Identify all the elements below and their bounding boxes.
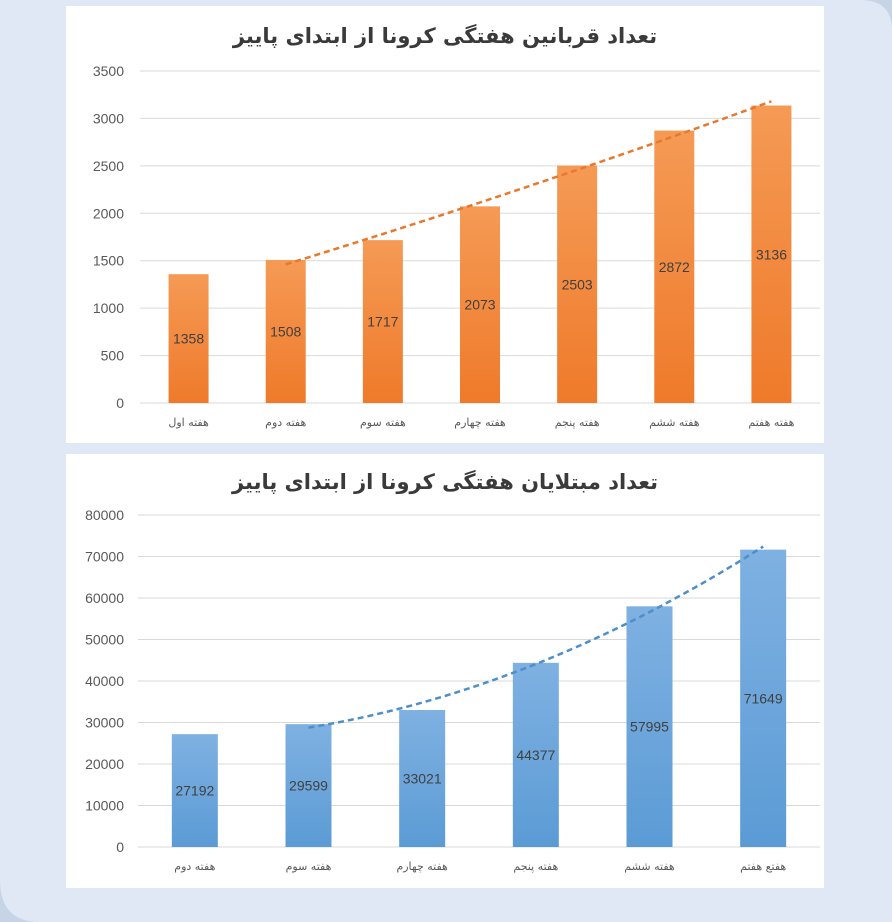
y-tick-label: 3000 bbox=[93, 110, 124, 126]
data-label: 3136 bbox=[756, 246, 787, 262]
cases-chart-panel: تعداد مبتلایان هفتگی کرونا از ابتدای پای… bbox=[66, 454, 824, 888]
x-tick-label: هفتع هفتم bbox=[740, 860, 786, 873]
data-label: 27192 bbox=[175, 783, 214, 799]
y-tick-label: 500 bbox=[101, 348, 125, 364]
x-tick-label: هفته چهارم bbox=[454, 416, 506, 429]
data-label: 29599 bbox=[289, 778, 328, 794]
chart-title: تعداد مبتلایان هفتگی کرونا از ابتدای پای… bbox=[231, 470, 659, 494]
bar bbox=[265, 259, 306, 403]
x-tick-label: هفته سوم bbox=[286, 860, 332, 873]
bar bbox=[751, 105, 792, 403]
deaths-chart-panel: تعداد قربانین هفتگی کرونا از ابتدای پایی… bbox=[66, 6, 824, 443]
x-tick-label: هفته سوم bbox=[360, 416, 406, 429]
chart-title: تعداد قربانین هفتگی کرونا از ابتدای پایی… bbox=[232, 24, 658, 48]
data-label: 71649 bbox=[744, 690, 783, 706]
x-tick-label: هفته پنجم bbox=[555, 416, 600, 429]
data-label: 1508 bbox=[270, 323, 301, 339]
data-label: 57995 bbox=[630, 719, 669, 735]
bar bbox=[362, 240, 403, 403]
data-label: 2503 bbox=[562, 276, 593, 292]
bar bbox=[654, 130, 695, 403]
bar bbox=[557, 165, 598, 403]
data-label: 33021 bbox=[403, 770, 442, 786]
bar bbox=[168, 274, 209, 403]
trendline bbox=[308, 545, 764, 729]
bar bbox=[285, 724, 332, 847]
bar bbox=[171, 734, 218, 847]
data-label: 1717 bbox=[367, 314, 398, 330]
y-tick-label: 30000 bbox=[85, 715, 124, 731]
y-tick-label: 0 bbox=[116, 395, 124, 411]
x-tick-label: هفته اول bbox=[168, 416, 209, 429]
bar bbox=[740, 549, 787, 847]
y-tick-label: 3500 bbox=[93, 63, 124, 79]
y-tick-label: 1000 bbox=[93, 300, 124, 316]
y-tick-label: 40000 bbox=[85, 673, 124, 689]
x-tick-label: هفته دوم bbox=[174, 860, 215, 873]
y-tick-label: 2000 bbox=[93, 205, 124, 221]
y-tick-label: 0 bbox=[116, 839, 124, 855]
bar bbox=[460, 206, 500, 403]
data-label: 44377 bbox=[516, 747, 555, 763]
bar bbox=[399, 709, 446, 847]
y-tick-label: 10000 bbox=[85, 798, 124, 814]
y-tick-label: 2500 bbox=[93, 158, 124, 174]
cases-bar-chart: 0 10000 20000 30000 40000 50000 60000 70000 8000… bbox=[85, 507, 820, 873]
data-label: 1358 bbox=[173, 331, 204, 347]
data-label: 2872 bbox=[659, 259, 690, 275]
y-tick-label: 70000 bbox=[85, 549, 124, 565]
deaths-bar-chart: 0 500 1000 1500 2000 2500 3000 3500 1358 هفته اول… bbox=[93, 63, 820, 429]
x-tick-label: هفته ششم bbox=[624, 860, 675, 873]
y-tick-label: 1500 bbox=[93, 253, 124, 269]
y-tick-label: 60000 bbox=[85, 590, 124, 606]
x-tick-label: هفته ششم bbox=[649, 416, 700, 429]
x-tick-label: هفته پنجم bbox=[513, 860, 558, 873]
x-tick-label: هفته هفتم bbox=[748, 416, 794, 429]
trendline bbox=[285, 100, 772, 266]
bar bbox=[512, 662, 559, 847]
x-tick-label: هفته چهارم bbox=[396, 860, 448, 873]
data-label: 2073 bbox=[464, 297, 495, 313]
y-tick-label: 20000 bbox=[85, 756, 124, 772]
y-tick-label: 80000 bbox=[85, 507, 124, 523]
x-tick-label: هفته دوم bbox=[265, 416, 306, 429]
bar bbox=[626, 606, 673, 847]
y-tick-label: 50000 bbox=[85, 632, 124, 648]
